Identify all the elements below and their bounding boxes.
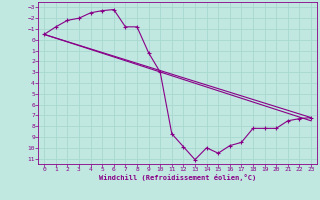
X-axis label: Windchill (Refroidissement éolien,°C): Windchill (Refroidissement éolien,°C) <box>99 174 256 181</box>
